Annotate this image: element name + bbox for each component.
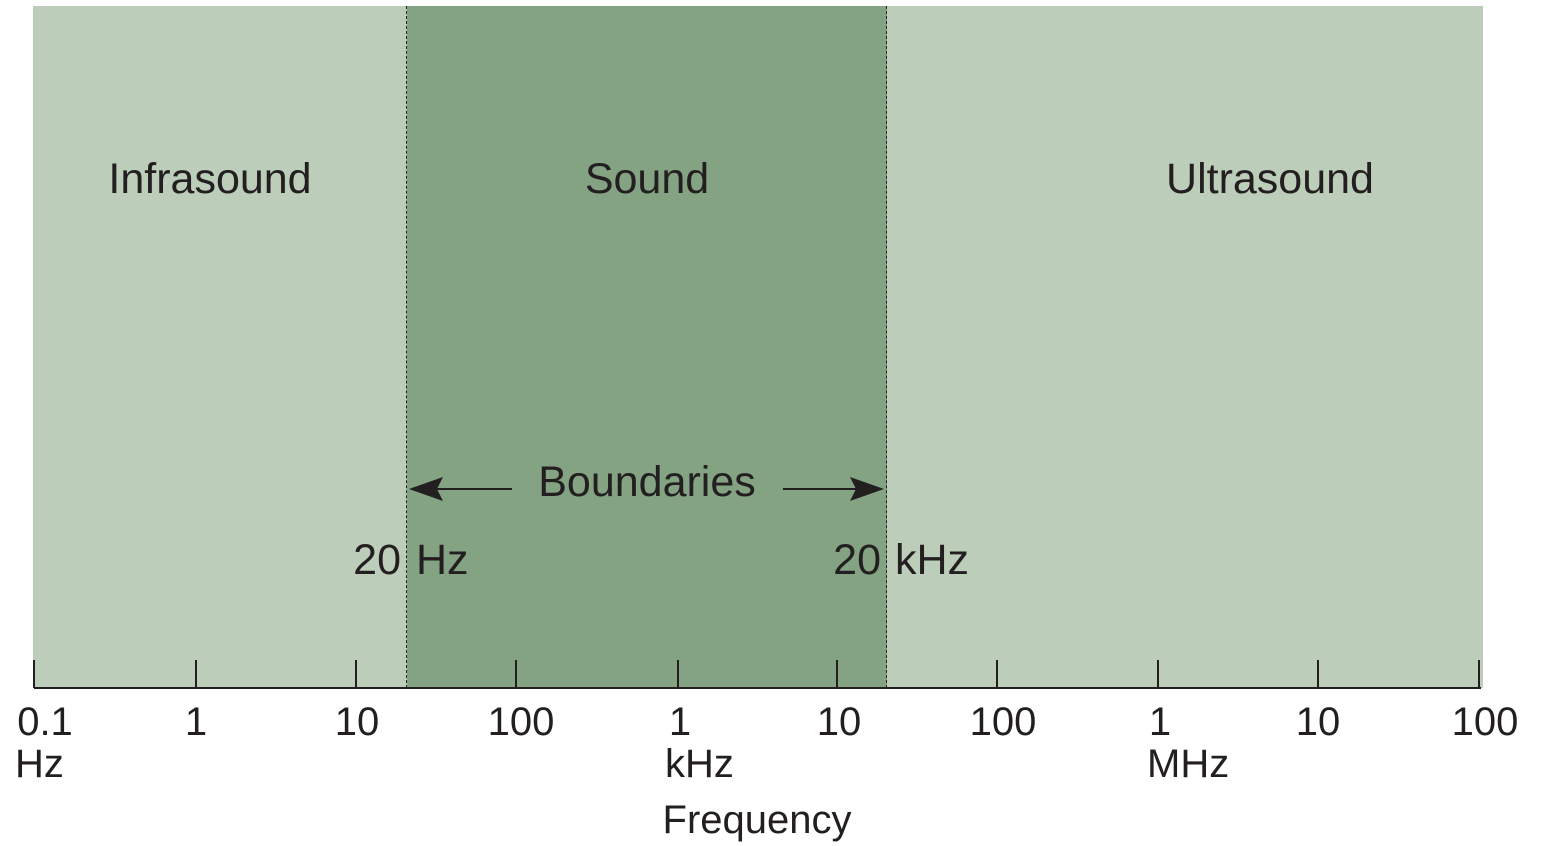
axis-tick-label: 100 xyxy=(1451,700,1519,744)
axis-tick xyxy=(677,660,679,688)
axis-tick-label: 1 xyxy=(668,700,692,744)
boundary-line-20khz xyxy=(886,6,887,688)
unit-label-hz: Hz xyxy=(15,742,64,786)
axis-tick-label: 10 xyxy=(334,700,380,744)
right-arrowhead xyxy=(850,477,884,501)
frequency-axis-title: Frequency xyxy=(662,798,852,842)
boundaries-label: Boundaries xyxy=(538,458,756,506)
axis-tick-label: 100 xyxy=(487,700,555,744)
axis-tick xyxy=(355,660,357,688)
axis-tick xyxy=(195,660,197,688)
infrasound-region xyxy=(33,6,407,688)
axis-tick xyxy=(515,660,517,688)
boundary-left-value: 20 xyxy=(353,536,401,584)
axis-tick xyxy=(1478,660,1480,688)
boundary-right-value: 20 xyxy=(833,536,881,584)
axis-tick xyxy=(1317,660,1319,688)
axis-tick xyxy=(996,660,998,688)
boundary-line-20hz xyxy=(406,6,407,688)
axis-tick-label: 1 xyxy=(1148,700,1172,744)
sound-label: Sound xyxy=(584,155,710,203)
left-arrowhead xyxy=(409,477,443,501)
boundary-left-unit: Hz xyxy=(416,536,469,584)
axis-tick xyxy=(836,660,838,688)
axis-tick xyxy=(33,660,35,688)
infrasound-label: Infrasound xyxy=(108,155,312,203)
axis-tick-label: 0.1 xyxy=(17,700,73,744)
sound-region xyxy=(407,6,887,688)
axis-tick xyxy=(1157,660,1159,688)
boundary-right-unit: kHz xyxy=(895,536,970,584)
frequency-axis-line xyxy=(34,687,1481,689)
unit-label-mhz: MHz xyxy=(1147,742,1230,786)
ultrasound-label: Ultrasound xyxy=(1166,155,1374,203)
ultrasound-region xyxy=(887,6,1483,688)
axis-tick-label: 10 xyxy=(816,700,862,744)
axis-tick-label: 10 xyxy=(1295,700,1341,744)
axis-tick-label: 1 xyxy=(184,700,208,744)
unit-label-khz: kHz xyxy=(665,742,734,786)
axis-tick-label: 100 xyxy=(969,700,1037,744)
